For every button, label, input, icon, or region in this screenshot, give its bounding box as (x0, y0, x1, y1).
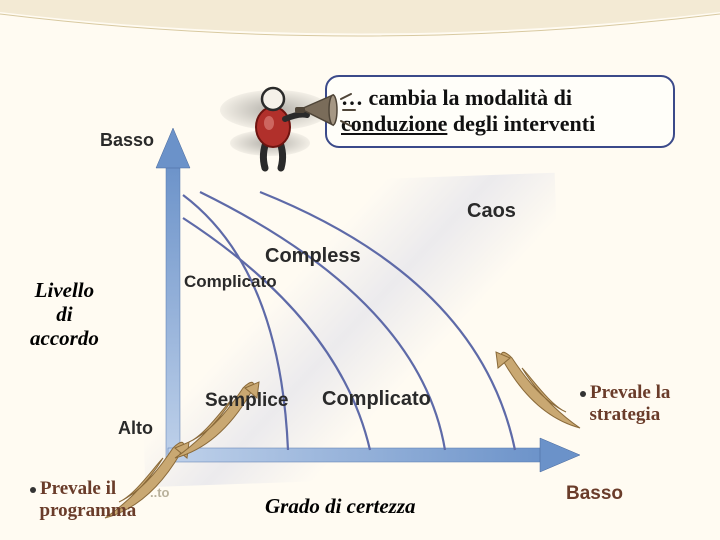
swoosh-arrows (0, 0, 720, 540)
label-compless: Compless (265, 245, 361, 268)
y-axis-label: Livello di accordo (30, 278, 99, 350)
x-axis-label: Grado di certezza (265, 494, 416, 519)
bullet-dot-icon (30, 487, 36, 493)
label-semplice: Semplice (205, 390, 288, 412)
bullet-right: Prevale la strategia (580, 382, 670, 426)
label-basso-right: Basso (566, 483, 623, 505)
label-caos: Caos (467, 200, 516, 223)
bullet-dot-icon (580, 391, 586, 397)
label-complicato-right: Complicato (322, 388, 431, 411)
bullet-left: Prevale il programma (30, 478, 136, 522)
slide-canvas: … cambia la modalità di conduzione degli… (0, 0, 720, 540)
label-complicato-left: Complicato (184, 272, 277, 292)
label-alto: Alto (118, 418, 153, 439)
